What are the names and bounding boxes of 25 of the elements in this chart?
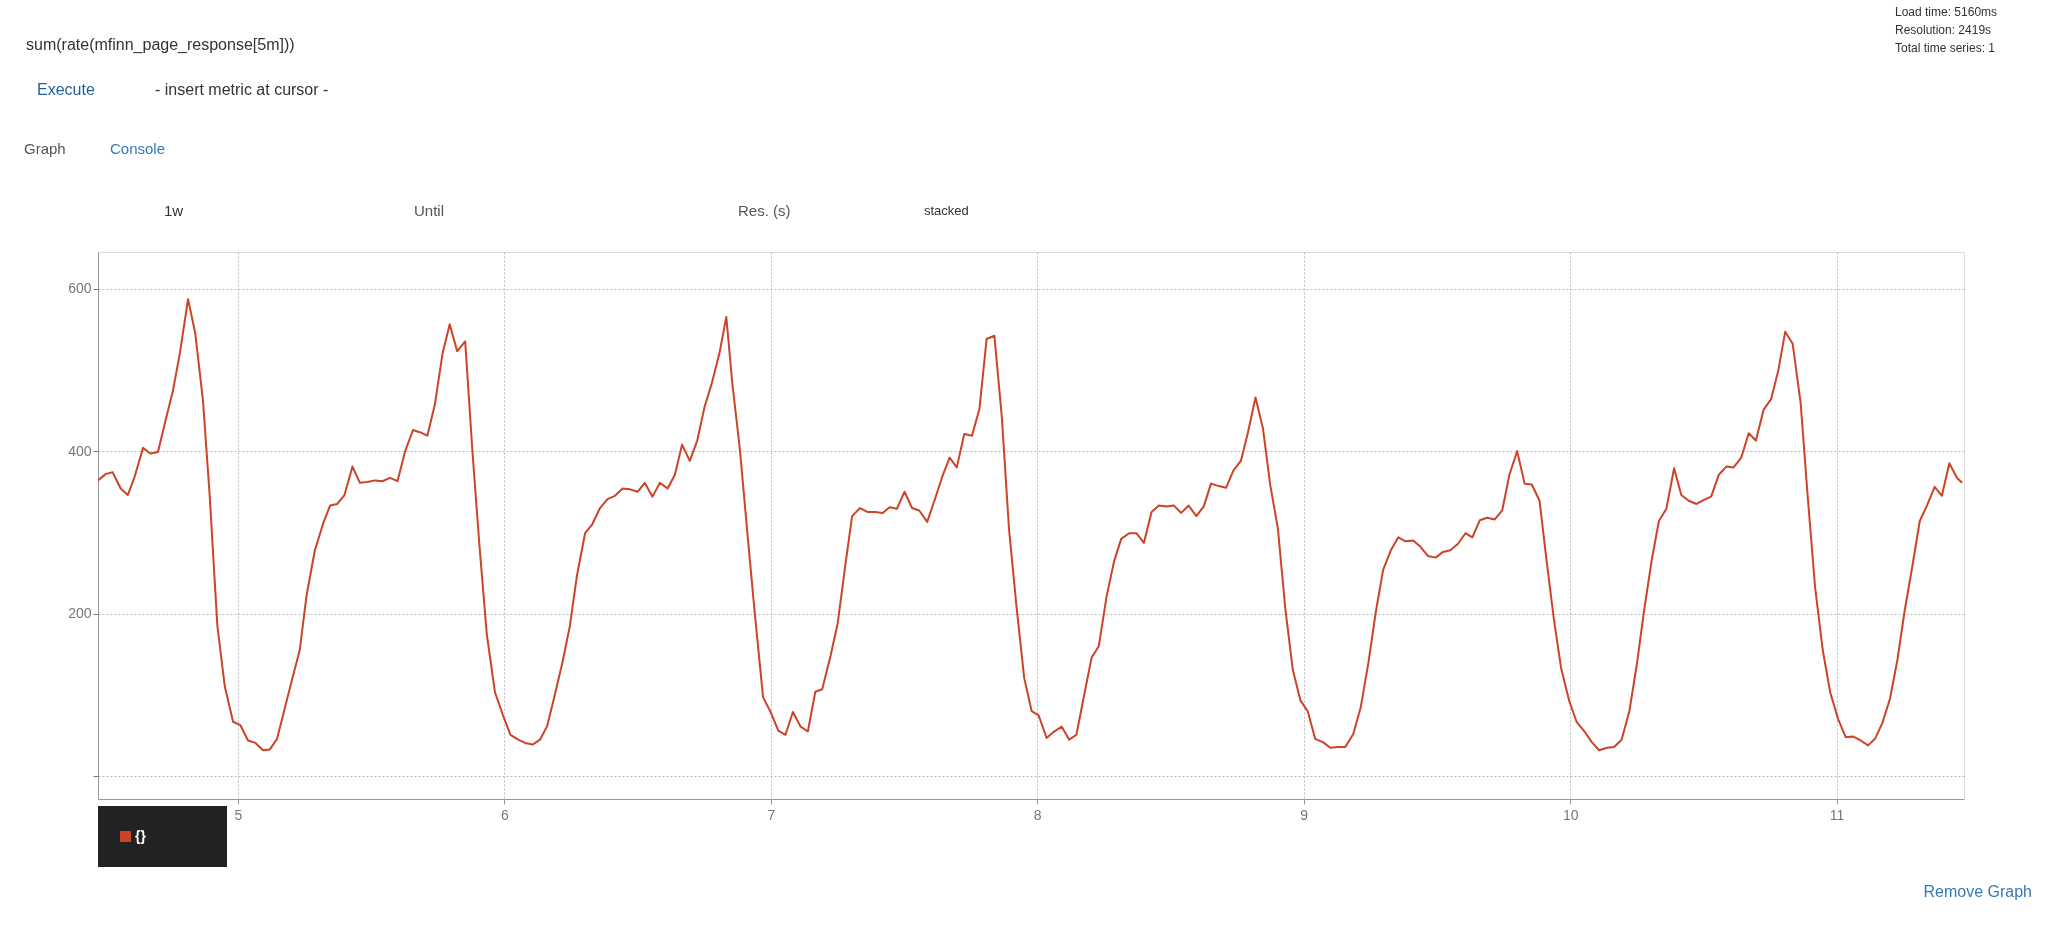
text: Console <box>110 140 166 157</box>
legend-label: {} <box>135 828 147 844</box>
text: 1w <box>164 202 184 219</box>
x-tick-label: 6 <box>500 806 509 823</box>
y-tick-label: 400 <box>68 442 92 459</box>
chart-title: sum(rate(mfinn_page_response[5m])) <box>26 36 295 54</box>
text: Remove Graph <box>1923 883 2032 900</box>
line-series <box>98 298 1964 752</box>
text: Execute <box>37 81 95 98</box>
text: Total time series: 1 <box>1895 41 1996 55</box>
text: - insert metric at cursor - <box>155 81 329 98</box>
text: Until <box>414 202 445 219</box>
x-tick-label: 8 <box>1033 806 1042 823</box>
text: Load time: 5160ms <box>1895 5 1998 19</box>
text: stacked <box>924 203 969 218</box>
x-tick-label: 9 <box>1300 806 1309 823</box>
x-tick-label: 11 <box>1829 806 1845 823</box>
text: Res. (s) <box>738 202 791 219</box>
x-tick-label: 5 <box>234 806 243 823</box>
x-tick-label: 7 <box>767 806 776 823</box>
y-tick-label: 600 <box>68 280 92 297</box>
text: Resolution: 2419s <box>1895 23 1992 37</box>
text: Graph <box>24 140 66 157</box>
x-tick-label: 10 <box>1562 806 1579 823</box>
y-tick-label: 200 <box>68 605 92 622</box>
